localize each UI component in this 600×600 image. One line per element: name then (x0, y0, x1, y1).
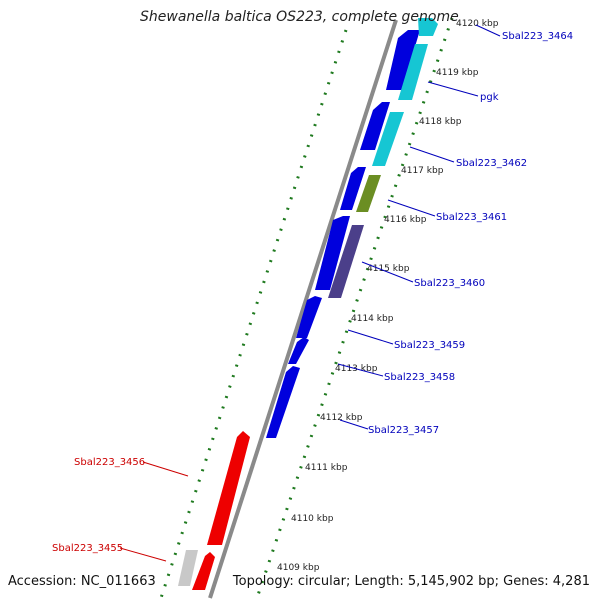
leader-3459 (347, 329, 394, 345)
leader-pgk (427, 81, 479, 97)
purple-gene[interactable] (328, 225, 364, 298)
leader-lines (119, 24, 501, 562)
kbp-label: 4117 kbp (401, 166, 444, 176)
gene-label-sbal223-3461[interactable]: Sbal223_3461 (436, 212, 507, 223)
genome-backbone (208, 19, 398, 599)
gene-label-sbal223-3459[interactable]: Sbal223_3459 (394, 340, 465, 351)
gene-3456-arrow[interactable] (207, 431, 250, 545)
cyan-gene-2[interactable] (398, 44, 428, 100)
kbp-labels: 4120 kbp 4119 kbp 4118 kbp 4117 kbp 4116… (277, 19, 499, 573)
gene-pgk-arrow[interactable] (360, 102, 390, 150)
gene-3459-arrow[interactable] (288, 337, 309, 364)
gene-3464-arrow[interactable] (386, 30, 420, 90)
leader-3458 (337, 363, 384, 377)
kbp-label: 4120 kbp (456, 19, 499, 29)
grey-gene[interactable] (178, 550, 198, 586)
gene-3458-arrow[interactable] (266, 366, 300, 438)
kbp-label: 4109 kbp (277, 563, 320, 573)
leader-3455 (119, 547, 167, 562)
gene-label-sbal223-3458[interactable]: Sbal223_3458 (384, 372, 455, 383)
leader-3457 (339, 419, 369, 430)
kbp-label: 4119 kbp (436, 68, 479, 78)
gene-label-sbal223-3455[interactable]: Sbal223_3455 (52, 543, 123, 554)
gene-label-sbal223-3460[interactable]: Sbal223_3460 (414, 278, 485, 289)
kbp-label: 4114 kbp (351, 314, 394, 324)
kbp-label: 4112 kbp (320, 413, 363, 423)
gene-label-sbal223-3456[interactable]: Sbal223_3456 (74, 457, 145, 468)
cyan-gene-3[interactable] (372, 112, 404, 166)
topology-summary: Topology: circular; Length: 5,145,902 bp… (232, 574, 590, 589)
accession-text: Accession: NC_011663 (8, 574, 156, 589)
cyan-genes (372, 18, 438, 166)
gene-3455-arrow[interactable] (192, 552, 215, 590)
inner-tick-ring (255, 17, 454, 599)
reverse-strand-genes (192, 431, 250, 590)
map-title: Shewanella baltica OS223, complete genom… (140, 9, 459, 25)
forward-strand-genes (266, 30, 420, 438)
kbp-label: 4116 kbp (384, 215, 427, 225)
gene-3461-arrow[interactable] (315, 216, 350, 290)
gene-label-sbal223-3457[interactable]: Sbal223_3457 (368, 425, 439, 436)
gene-3462-arrow[interactable] (340, 167, 366, 210)
kbp-label: 4115 kbp (367, 264, 410, 274)
gene-label-sbal223-3464[interactable]: Sbal223_3464 (502, 31, 573, 42)
leader-3464 (475, 24, 501, 37)
leader-3460 (361, 261, 414, 283)
gene-3460-arrow[interactable] (296, 296, 322, 338)
kbp-label: 4118 kbp (419, 117, 462, 127)
outer-tick-ring (159, 29, 348, 599)
gene-label-sbal223-3462[interactable]: Sbal223_3462 (456, 158, 527, 169)
leader-3462 (409, 146, 455, 163)
leader-3461 (387, 199, 436, 217)
kbp-label: 4111 kbp (305, 463, 348, 473)
kbp-label: 4110 kbp (291, 514, 334, 524)
leader-3456 (142, 461, 189, 477)
cyan-gene-1[interactable] (418, 18, 438, 36)
olive-gene[interactable] (356, 175, 381, 212)
gene-label-pgk[interactable]: pgk (480, 92, 499, 103)
gene-labels: Sbal223_3464 pgk Sbal223_3462 Sbal223_34… (52, 31, 573, 554)
